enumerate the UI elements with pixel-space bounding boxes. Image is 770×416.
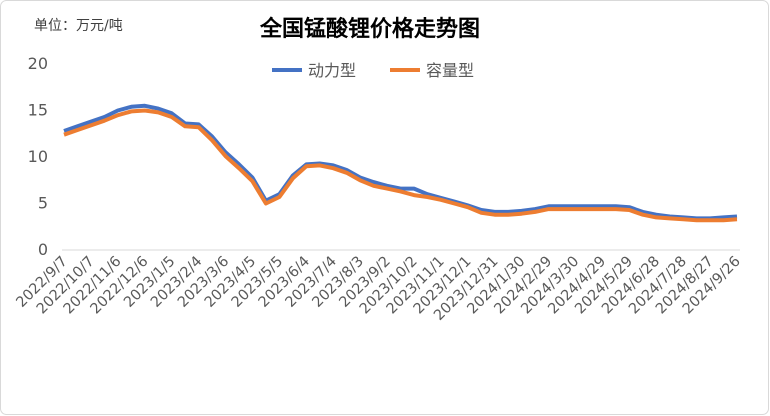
y-tick-label: 5 [38,194,48,213]
series-line [63,108,738,223]
chart-title: 全国锰酸锂价格走势图 [259,16,480,42]
legend-label: 容量型 [426,61,474,80]
legend-label: 动力型 [308,61,356,80]
y-tick-label: 0 [38,240,48,259]
series-line [63,103,738,221]
y-tick-label: 10 [28,147,48,166]
y-tick-label: 15 [28,101,48,120]
y-tick-label: 20 [28,54,48,73]
y-axis-label: 单位：万元/吨 [34,18,123,34]
